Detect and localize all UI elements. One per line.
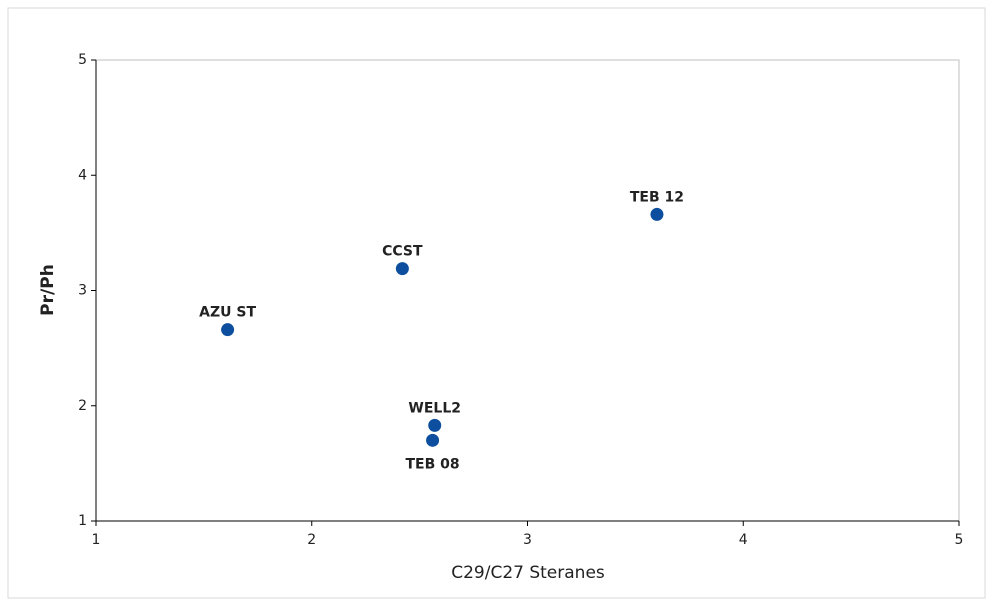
point-label: CCST [382, 244, 423, 260]
y-tick-label: 5 [78, 52, 87, 68]
point [650, 207, 664, 221]
y-tick-label: 4 [78, 167, 87, 183]
point [221, 323, 235, 337]
x-tick-label: 1 [92, 532, 101, 548]
x-axis-title: C29/C27 Steranes [451, 563, 605, 583]
point-label: TEB 12 [630, 189, 684, 205]
point [428, 418, 442, 432]
y-axis-title: Pr/Ph [38, 264, 58, 316]
y-tick-label: 1 [78, 513, 87, 529]
chart-frame [7, 7, 986, 599]
x-tick-label: 2 [307, 532, 316, 548]
x-tick-label: 5 [955, 532, 964, 548]
y-tick-label: 3 [78, 283, 87, 299]
plot-frame [95, 59, 960, 522]
point-label: TEB 08 [405, 456, 459, 472]
point [395, 262, 409, 276]
x-tick-label: 3 [523, 532, 532, 548]
point-label: AZU ST [199, 305, 256, 321]
y-tick-label: 2 [78, 398, 87, 414]
point-label: WELL2 [408, 400, 461, 416]
x-tick-label: 4 [739, 532, 748, 548]
point [426, 433, 440, 447]
